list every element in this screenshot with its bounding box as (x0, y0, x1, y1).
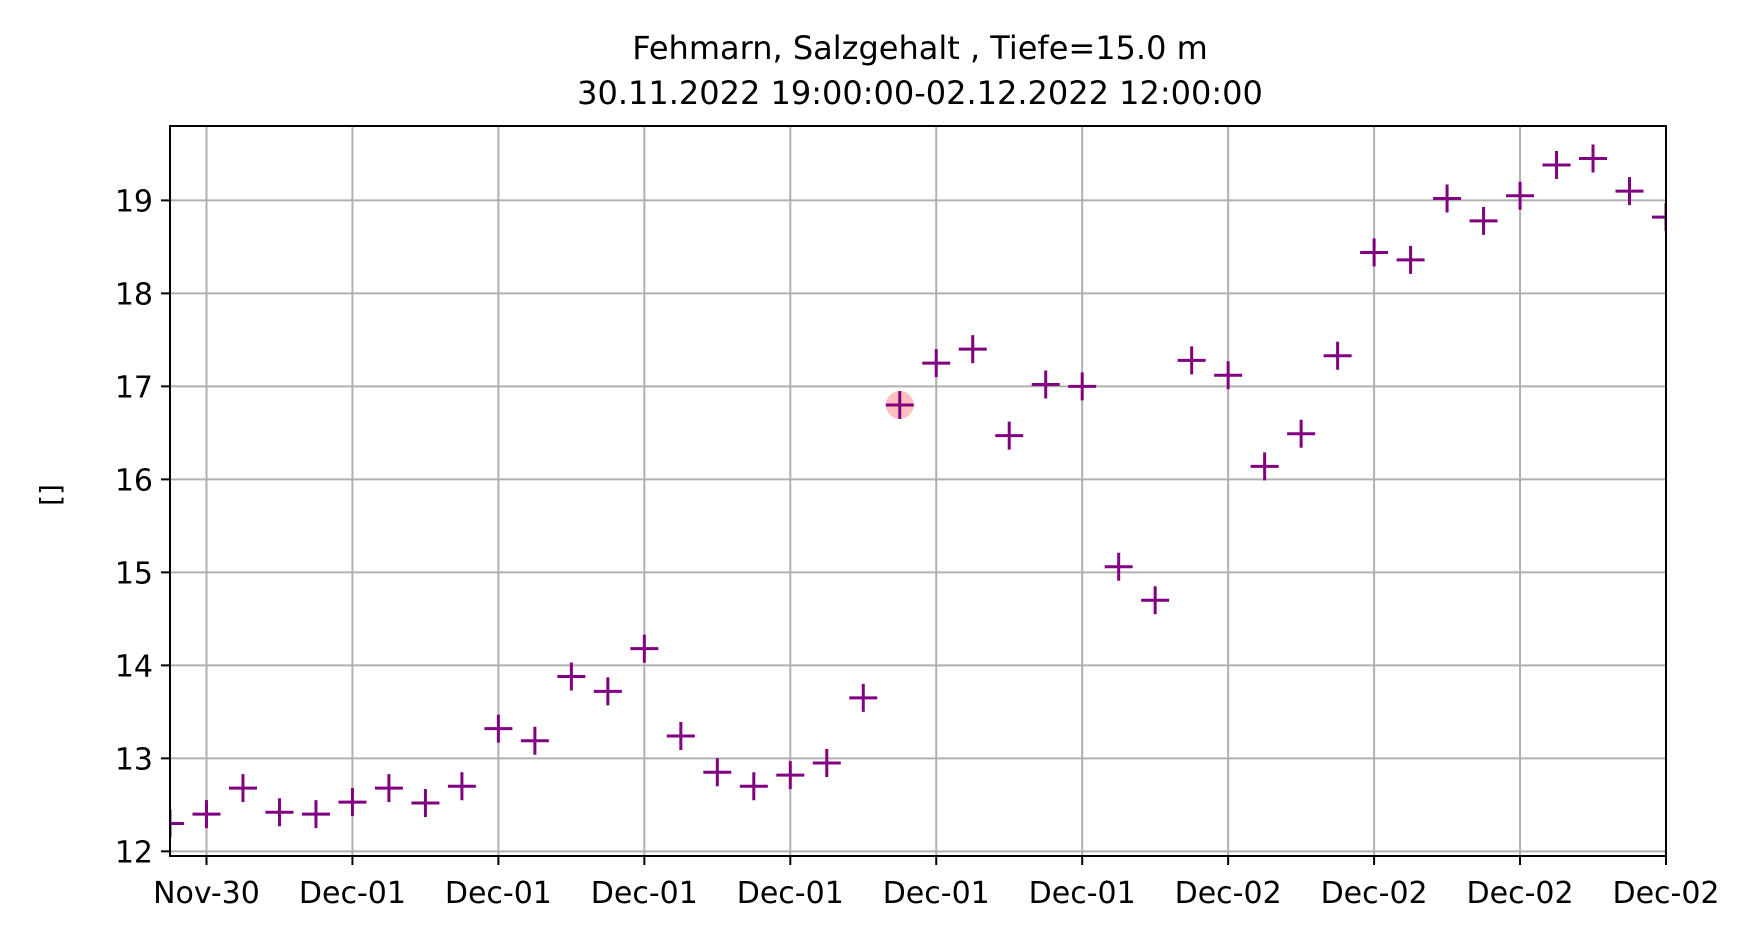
data-point (192, 800, 221, 829)
data-point (1396, 245, 1425, 274)
points-layer (170, 144, 1666, 838)
data-point (447, 772, 476, 801)
data-point (630, 634, 659, 663)
ticks-layer: 12 13 14 15 16 17 18 19 Nov-30 Dec-01 Dec-01 Dec-01… (115, 184, 1720, 911)
data-point (776, 761, 805, 790)
data-point (666, 722, 695, 751)
data-point (228, 774, 257, 803)
data-point (995, 421, 1024, 450)
data-point (922, 349, 951, 378)
y-tick-label: 12 (115, 835, 153, 870)
data-point (484, 714, 513, 743)
y-tick-label: 14 (115, 649, 153, 684)
data-point (1579, 144, 1608, 173)
x-tick-label: Dec-01 (883, 876, 990, 911)
x-tick-label: Dec-02 (1175, 876, 1282, 911)
y-tick-label: 15 (115, 556, 153, 591)
data-point (593, 677, 622, 706)
data-point (411, 788, 440, 817)
data-point (1615, 177, 1644, 206)
x-tick-label: Dec-02 (1321, 876, 1428, 911)
data-point (338, 788, 367, 817)
data-point (374, 774, 403, 803)
data-point (1469, 206, 1498, 235)
data-point (739, 772, 768, 801)
data-point (885, 390, 914, 419)
x-tick-label: Dec-01 (591, 876, 698, 911)
y-tick-label: 13 (115, 742, 153, 777)
y-tick-label: 17 (115, 370, 153, 405)
data-point (1652, 203, 1666, 232)
data-point (812, 749, 841, 778)
y-tick-label: 18 (115, 277, 153, 312)
x-tick-label: Dec-02 (1467, 876, 1574, 911)
y-axis-label: [] (34, 484, 67, 506)
chart-title: Fehmarn, Salzgehalt , Tiefe=15.0 m (632, 29, 1208, 67)
x-tick-label: Dec-01 (299, 876, 406, 911)
x-tick-label: Dec-01 (737, 876, 844, 911)
plot-area-frame (169, 125, 1667, 857)
grid-layer (170, 126, 1667, 856)
data-point (1250, 452, 1279, 481)
x-tick-label: Nov-30 (153, 876, 260, 911)
data-point (301, 800, 330, 829)
data-point (1068, 372, 1097, 401)
data-point (1323, 341, 1352, 370)
data-point (1177, 346, 1206, 375)
data-point (1542, 151, 1571, 180)
data-point (1506, 181, 1535, 210)
data-point (520, 726, 549, 755)
data-point (958, 335, 987, 364)
data-point (1433, 184, 1462, 213)
data-point (1104, 552, 1133, 581)
data-point (703, 758, 732, 787)
data-point (849, 683, 878, 712)
x-tick-label: Dec-01 (1029, 876, 1136, 911)
x-tick-label: Dec-01 (445, 876, 552, 911)
data-point (1214, 361, 1243, 390)
data-point (265, 798, 294, 827)
chart-subtitle: 30.11.2022 19:00:00-02.12.2022 12:00:00 (577, 74, 1263, 112)
y-tick-label: 19 (115, 184, 153, 219)
data-point (557, 662, 586, 691)
data-point (1360, 238, 1389, 267)
data-point (1141, 586, 1170, 615)
y-tick-label: 16 (115, 463, 153, 498)
data-point (1287, 419, 1316, 448)
x-tick-label: Dec-02 (1612, 876, 1719, 911)
data-point (170, 809, 184, 838)
data-point (1031, 370, 1060, 399)
